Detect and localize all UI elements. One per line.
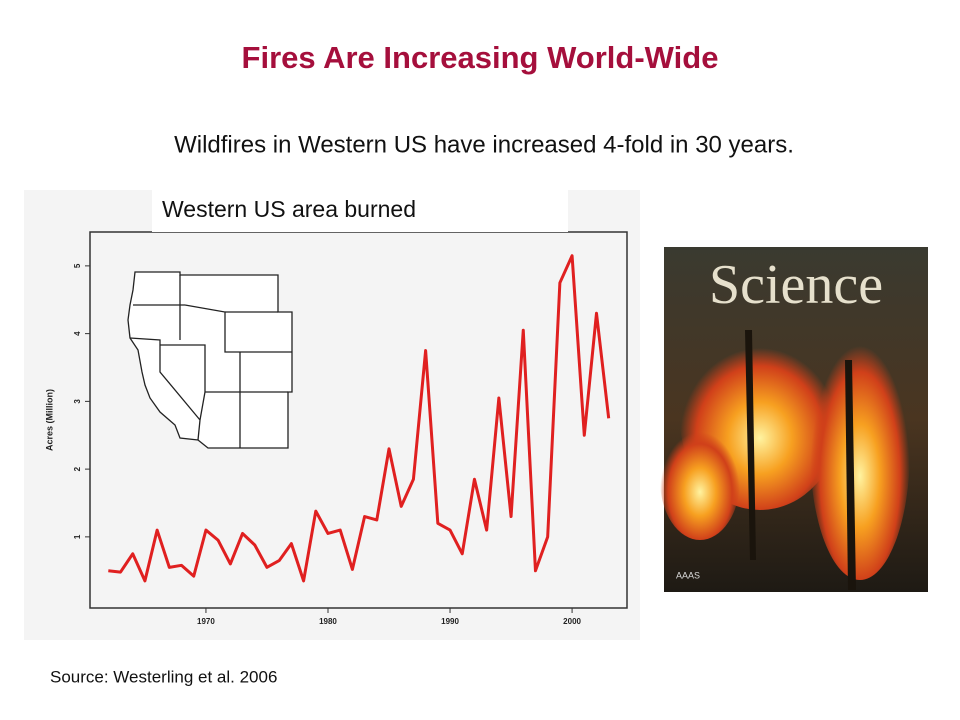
cover-tree (845, 360, 856, 590)
chart-title-box (152, 190, 568, 232)
cover-tree (745, 330, 756, 560)
cover-title: Science (709, 254, 883, 316)
y-tick-label: 5 (73, 263, 82, 268)
slide-subtitle: Wildfires in Western US have increased 4… (174, 131, 794, 158)
western-us-map (127, 271, 293, 449)
science-cover: Science AAAS (660, 247, 928, 592)
chart-title: Western US area burned (162, 196, 416, 222)
cover-publisher: AAAS (676, 570, 700, 580)
slide-title: Fires Are Increasing World-Wide (242, 40, 719, 75)
cover-flame (810, 320, 910, 580)
x-tick-label: 1980 (319, 617, 337, 626)
cover-flame (660, 420, 740, 540)
y-tick-label: 1 (73, 534, 82, 539)
x-tick-label: 1990 (441, 617, 459, 626)
x-tick-label: 2000 (563, 617, 581, 626)
y-axis-label: Acres (Million) (44, 389, 54, 451)
x-tick-label: 1970 (197, 617, 215, 626)
y-tick-label: 2 (73, 466, 82, 471)
y-tick-label: 3 (73, 399, 82, 404)
data-line (108, 254, 611, 583)
source-note: Source: Westerling et al. 2006 (50, 667, 277, 686)
y-tick-label: 4 (73, 331, 82, 336)
